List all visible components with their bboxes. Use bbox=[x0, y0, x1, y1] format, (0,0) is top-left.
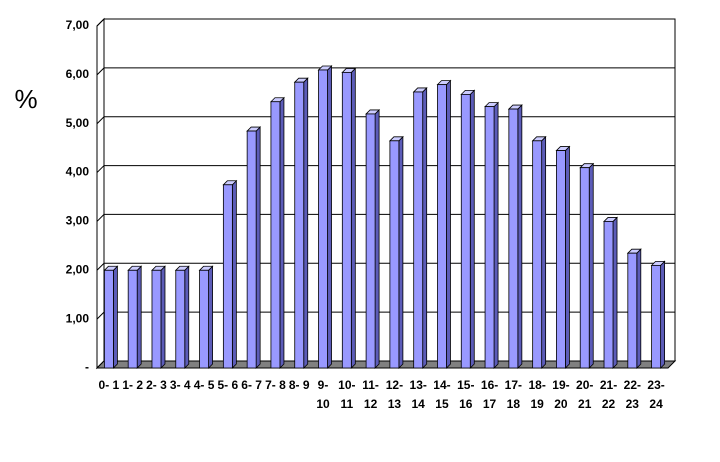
y-tick-label: - bbox=[85, 360, 89, 374]
bar bbox=[460, 94, 471, 369]
bar bbox=[175, 269, 186, 369]
bar-side bbox=[422, 86, 428, 369]
x-tick-label: 4- 5 bbox=[193, 378, 215, 392]
bar-side bbox=[374, 108, 380, 369]
bar bbox=[603, 221, 614, 369]
bar-side bbox=[588, 162, 594, 369]
y-tick-label: 7,00 bbox=[66, 18, 90, 32]
x-tick-label: 0- 1 bbox=[98, 378, 120, 392]
bar bbox=[532, 140, 543, 369]
bar-side bbox=[493, 101, 499, 369]
grid-line bbox=[96, 18, 675, 27]
x-tick-label: 16- 17 bbox=[480, 378, 499, 411]
x-tick-label: 20- 21 bbox=[576, 378, 594, 411]
bar bbox=[270, 101, 281, 369]
x-tick-label: 1- 2 bbox=[122, 378, 144, 392]
bar bbox=[484, 106, 495, 369]
bar-side bbox=[350, 67, 356, 369]
bar bbox=[199, 269, 209, 369]
bar bbox=[127, 269, 138, 369]
x-tick-label: 21- 22 bbox=[599, 378, 618, 411]
bar-side bbox=[446, 79, 451, 369]
grid-line bbox=[96, 67, 675, 76]
x-tick-label: 9- 10 bbox=[316, 378, 330, 411]
bar bbox=[151, 269, 162, 369]
x-tick-label: 17- 18 bbox=[504, 378, 523, 411]
bar bbox=[341, 72, 352, 369]
bar bbox=[294, 81, 305, 369]
y-axis-label: % bbox=[14, 84, 37, 114]
bar-side bbox=[660, 260, 666, 369]
x-tick-label: 2- 3 bbox=[146, 378, 167, 392]
x-tick-label: 7- 8 bbox=[265, 378, 286, 392]
y-tick-label: 1,00 bbox=[66, 311, 90, 325]
bar-side bbox=[279, 96, 285, 369]
bar-side bbox=[112, 265, 118, 369]
bar bbox=[413, 91, 424, 369]
bar-side bbox=[303, 77, 309, 369]
x-tick-label: 19- 20 bbox=[552, 378, 570, 411]
bar-side bbox=[231, 179, 237, 369]
bar-side bbox=[612, 216, 618, 369]
bar-side bbox=[136, 265, 142, 369]
y-tick-label: 6,00 bbox=[66, 67, 90, 81]
bar bbox=[246, 130, 257, 369]
x-tick-label: 6- 7 bbox=[241, 378, 262, 392]
bar-side bbox=[565, 145, 570, 369]
bar-side bbox=[541, 135, 547, 369]
x-tick-label: 13- 14 bbox=[409, 378, 427, 411]
bar bbox=[508, 108, 519, 369]
bar bbox=[103, 269, 114, 369]
bar-side bbox=[327, 65, 332, 369]
y-tick-label: 2,00 bbox=[66, 262, 90, 276]
x-tick-label: 23- 24 bbox=[647, 378, 665, 411]
bar bbox=[579, 167, 590, 369]
x-tick-label: 5- 6 bbox=[217, 378, 239, 392]
bar-side bbox=[255, 126, 261, 369]
bar-side bbox=[517, 104, 523, 369]
x-tick-label: 14- 15 bbox=[433, 378, 451, 411]
x-tick-label: 11- 12 bbox=[362, 378, 379, 411]
x-tick-label: 18- 19 bbox=[528, 378, 546, 411]
bar bbox=[389, 140, 400, 369]
x-tick-label: 3- 4 bbox=[169, 378, 191, 392]
bar-side bbox=[636, 248, 642, 369]
bar-side bbox=[469, 89, 475, 369]
x-tick-label: 22- 23 bbox=[623, 378, 641, 411]
x-tick-label: 10- 11 bbox=[338, 378, 356, 411]
bar bbox=[627, 252, 638, 369]
y-tick-label: 5,00 bbox=[66, 116, 90, 130]
bar bbox=[318, 69, 328, 369]
bar-side bbox=[208, 265, 213, 369]
x-tick-label: 15- 16 bbox=[457, 378, 475, 411]
x-tick-label: 12- 13 bbox=[385, 378, 404, 411]
bar-side bbox=[184, 265, 190, 369]
bar-side bbox=[398, 135, 404, 369]
bar bbox=[365, 113, 376, 369]
bar bbox=[651, 264, 662, 369]
x-tick-label: 8- 9 bbox=[288, 378, 310, 392]
y-tick-label: 3,00 bbox=[66, 214, 90, 228]
bar bbox=[222, 184, 233, 369]
y-tick-label: 4,00 bbox=[66, 165, 90, 179]
floor bbox=[95, 360, 677, 369]
bar bbox=[556, 150, 566, 369]
bar bbox=[437, 84, 447, 369]
bar-side bbox=[160, 265, 166, 369]
